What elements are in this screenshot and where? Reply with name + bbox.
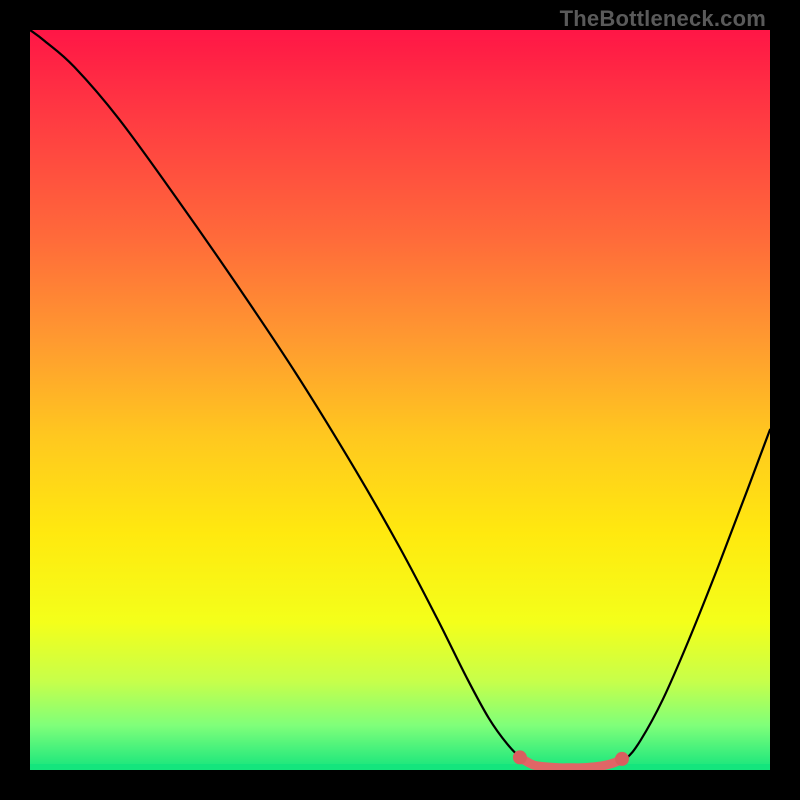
- red-segment-start-marker: [513, 750, 527, 764]
- green-baseline: [30, 764, 770, 770]
- plot-area: [30, 30, 770, 770]
- chart-container: TheBottleneck.com: [0, 0, 800, 800]
- main-curve: [30, 30, 770, 768]
- curves-layer: [30, 30, 770, 770]
- watermark-text: TheBottleneck.com: [560, 6, 766, 32]
- red-segment: [520, 757, 622, 767]
- red-segment-end-marker: [615, 752, 629, 766]
